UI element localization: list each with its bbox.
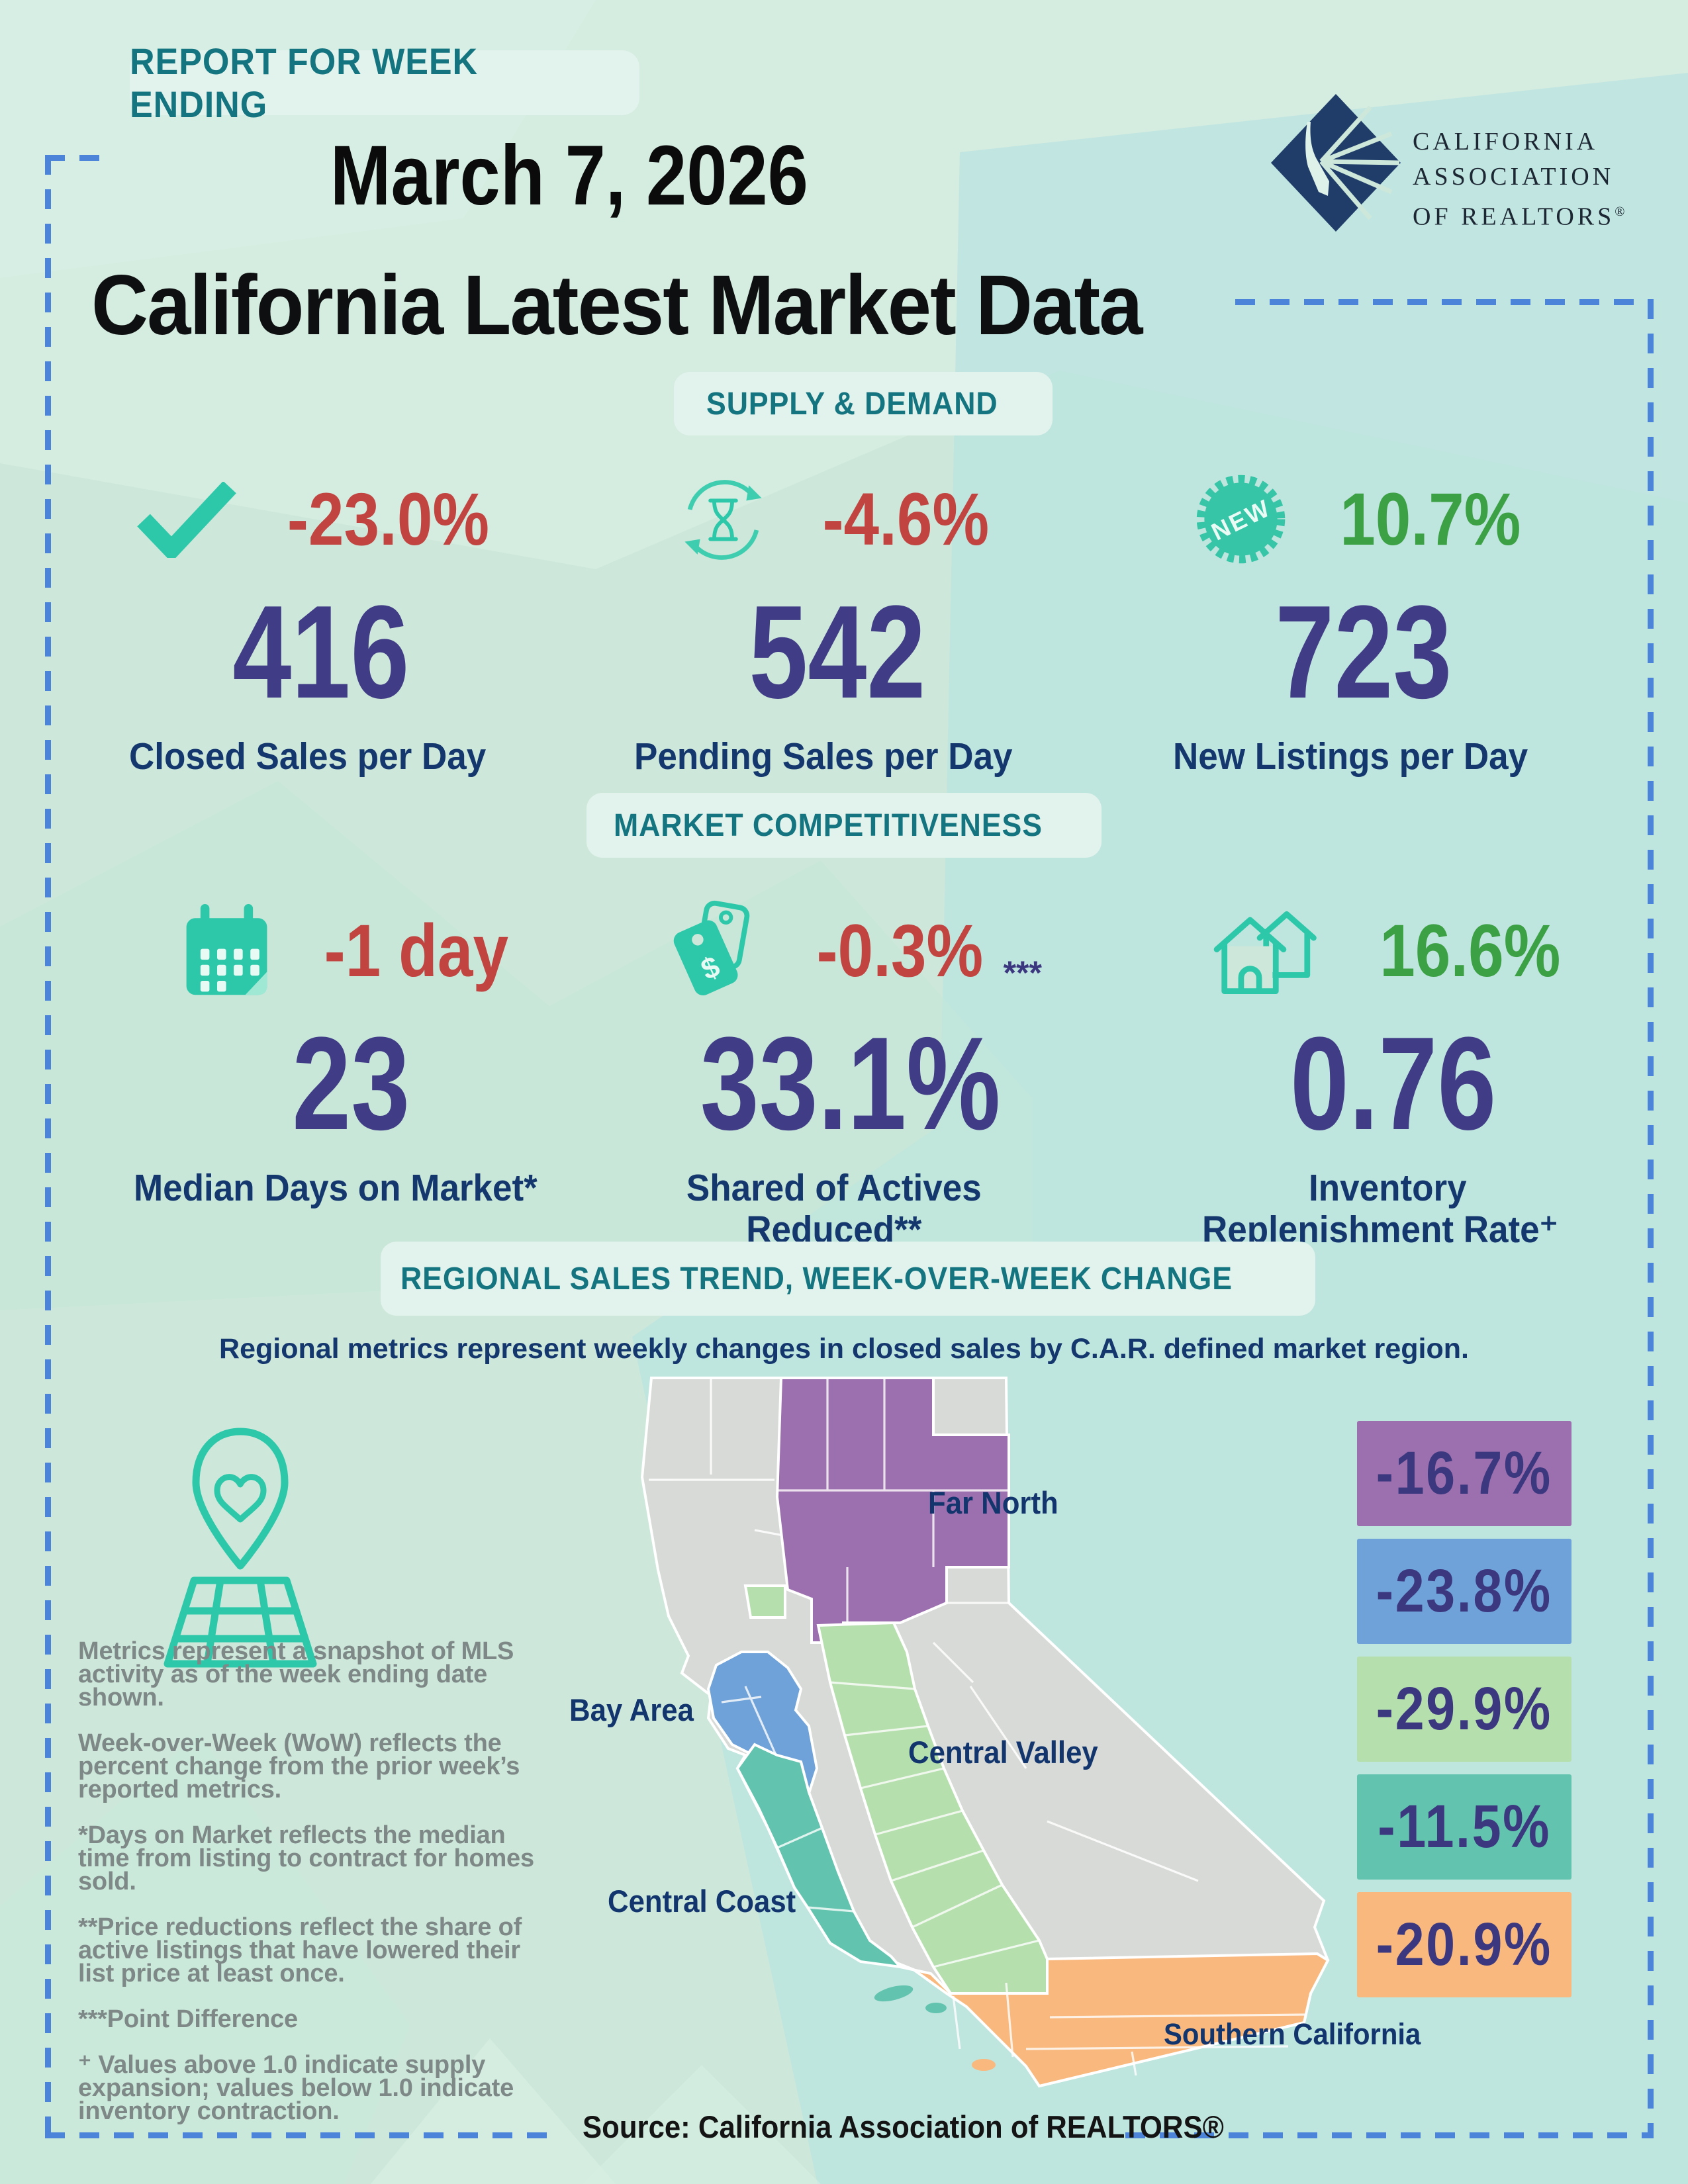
frame-bottom-right (1125, 2132, 1654, 2138)
regional-change-legend: -16.7% -23.8% -29.9% -11.5% -20.9% (1357, 1421, 1571, 2010)
note-snapshot: Metrics represent a snapshot of MLS acti… (78, 1637, 514, 1711)
legend-far-north: -16.7% (1357, 1421, 1571, 1526)
frame-right (1648, 299, 1654, 2138)
car-logo-text: CALIFORNIA ASSOCIATION OF REALTORS® (1413, 128, 1628, 231)
inventory-replenishment-value: 0.76 (1290, 1010, 1497, 1158)
report-week-badge: REPORT FOR WEEK ENDING (130, 40, 639, 125)
market-competitiveness-badge: MARKET COMPETITIVENESS (586, 793, 1102, 858)
map-region-central-valley (816, 1621, 1049, 1995)
report-week-badge-label: REPORT FOR WEEK ENDING (130, 40, 479, 125)
note-price-reductions: **Price reductions reflect the share of … (78, 1913, 522, 1987)
map-label-southern-california: Southern California (1164, 2017, 1421, 2051)
footnotes: Metrics represent a snapshot of MLS acti… (78, 1637, 557, 2146)
inventory-replenishment-label: Inventory Replenishment Rate⁺ (1201, 1167, 1558, 1251)
car-logo-diamond-icon (1271, 94, 1401, 232)
note-point-difference: ***Point Difference (78, 2005, 298, 2033)
closed-sales-value: 416 (232, 578, 410, 726)
map-county-green-small (743, 1584, 786, 1619)
map-channel-island-2 (925, 2003, 947, 2013)
days-on-market-label: Median Days on Market* (134, 1167, 538, 1209)
actives-reduced-value: 33.1% (700, 1010, 1001, 1158)
new-listing-badge-icon: NEW (1196, 475, 1286, 564)
calendar-icon (186, 903, 267, 995)
note-replenishment: ⁺ Values above 1.0 indicate supply expan… (78, 2051, 514, 2125)
page-title: California Latest Market Data (91, 258, 1143, 353)
houses-icon (1213, 911, 1317, 994)
regional-trend-badge: REGIONAL SALES TREND, WEEK-OVER-WEEK CHA… (381, 1242, 1315, 1316)
frame-bottom-left (45, 2132, 549, 2138)
map-channel-island (874, 1985, 914, 2002)
closed-sales-label: Closed Sales per Day (129, 735, 487, 778)
pending-sales-value: 542 (749, 578, 926, 726)
actives-reduced-label: Shared of Actives Reduced** (686, 1167, 982, 1251)
metric-inventory-replenishment: 16.6% 0.76 Inventory Replenishment Rate⁺ (1155, 895, 1632, 1250)
note-wow: Week-over-Week (WoW) reflects the percen… (78, 1729, 520, 1803)
frame-left (45, 155, 51, 2138)
map-label-far-north: Far North (928, 1485, 1058, 1520)
supply-demand-badge: SUPPLY & DEMAND (674, 372, 1053, 435)
price-tags-icon: $ (673, 900, 750, 995)
map-label-central-coast: Central Coast (608, 1884, 796, 1919)
map-region-far-north (775, 1377, 1010, 1644)
regional-description: Regional metrics represent weekly change… (219, 1333, 1469, 1365)
legend-central-coast: -11.5% (1357, 1774, 1571, 1880)
metric-pending-sales: -4.6% 542 Pending Sales per Day (606, 463, 1069, 778)
new-listings-label: New Listings per Day (1172, 735, 1528, 778)
frame-top-right (1235, 299, 1654, 305)
metric-days-on-market: -1 day 23 Median Days on Market* (113, 895, 589, 1209)
note-days-on-market: *Days on Market reflects the median time… (78, 1821, 534, 1895)
check-icon (136, 481, 236, 558)
pending-sales-label: Pending Sales per Day (633, 735, 1013, 778)
map-region-southern-california (900, 1952, 1330, 2088)
point-difference-asterisks: *** (1003, 954, 1042, 991)
map-island-orange (972, 2059, 996, 2071)
legend-bay-area: -23.8% (1357, 1539, 1571, 1644)
metric-new-listings: NEW 10.7% 723 New Listings per Day (1132, 463, 1595, 778)
map-region-central-coast (735, 1743, 904, 1969)
map-label-central-valley: Central Valley (908, 1735, 1098, 1770)
legend-southern-california: -20.9% (1357, 1892, 1571, 1997)
new-listings-value: 723 (1275, 578, 1452, 726)
metric-closed-sales: -23.0% 416 Closed Sales per Day (89, 463, 553, 778)
car-logo: CALIFORNIA ASSOCIATION OF REALTORS® (1270, 93, 1628, 235)
pending-refresh-icon (684, 479, 762, 560)
map-pin-heart-icon (164, 1428, 317, 1668)
legend-central-valley: -29.9% (1357, 1657, 1571, 1762)
california-region-map (640, 1377, 1330, 2088)
metric-actives-reduced: $ -0.3% *** 33.1% Shared of Actives Reduc… (612, 895, 1089, 1250)
frame-top-left-stub (45, 155, 111, 161)
report-date: March 7, 2026 (330, 128, 809, 223)
map-label-bay-area: Bay Area (569, 1692, 694, 1727)
source-attribution: Source: California Association of REALTO… (583, 2109, 1224, 2144)
days-on-market-value: 23 (292, 1010, 410, 1158)
